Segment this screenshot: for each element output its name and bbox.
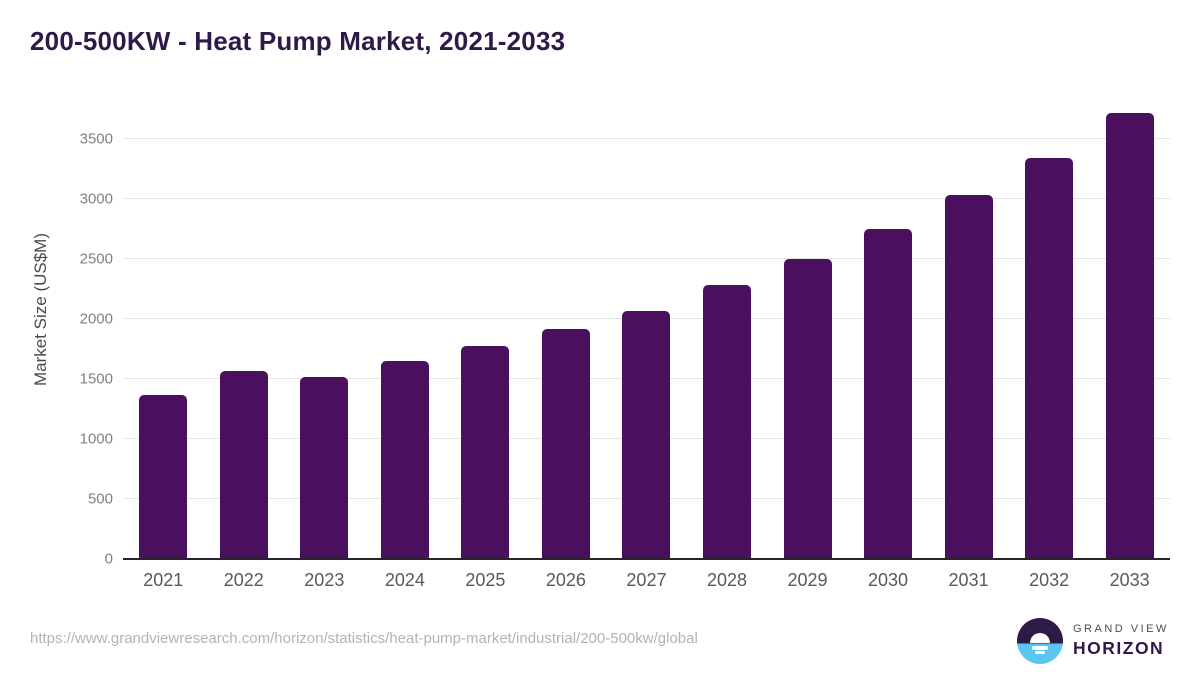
bar-slot-2025: [445, 95, 526, 559]
bar-slot-2031: [928, 95, 1009, 559]
bar-2026[interactable]: [541, 329, 590, 559]
logo-text: GRAND VIEW HORIZON: [1073, 623, 1169, 659]
bar-2027[interactable]: [622, 310, 671, 559]
ripple-icon: [1035, 651, 1045, 655]
x-tick-label-2030: 2030: [868, 570, 909, 590]
x-tick-label-2025: 2025: [465, 570, 506, 590]
x-tick-label-2031: 2031: [948, 570, 989, 590]
bar-slot-2029: [767, 95, 848, 559]
x-tick-label-2021: 2021: [143, 570, 184, 590]
ripple-icon: [1032, 646, 1048, 650]
x-axis-line: [123, 558, 1170, 560]
x-tick-label-2027: 2027: [626, 570, 667, 590]
page-title: 200-500KW - Heat Pump Market, 2021-2033: [30, 26, 566, 56]
x-tick-label-2022: 2022: [223, 570, 264, 590]
bar-2021[interactable]: [139, 394, 188, 559]
x-tick-label-2028: 2028: [706, 570, 747, 590]
grand-view-horizon-logo: GRAND VIEW HORIZON: [1017, 618, 1169, 664]
logo-product-name: HORIZON: [1073, 638, 1165, 658]
y-tick-label-1000: 1000: [79, 430, 113, 448]
x-tick-label-2032: 2032: [1029, 570, 1070, 590]
gridline-2500: [123, 258, 1170, 259]
y-tick-label-3500: 3500: [79, 130, 113, 148]
bar-2023[interactable]: [300, 376, 349, 559]
bar-series: [123, 95, 1170, 559]
bar-2028[interactable]: [702, 284, 751, 559]
bar-slot-2026: [526, 95, 607, 559]
y-tick-label-3000: 3000: [79, 190, 113, 208]
bar-slot-2033: [1089, 95, 1170, 559]
bar-2022[interactable]: [219, 371, 268, 559]
bar-2024[interactable]: [380, 361, 429, 559]
logo-brand-name: GRAND VIEW: [1073, 623, 1169, 635]
y-tick-label-2500: 2500: [79, 250, 113, 268]
bar-2033[interactable]: [1105, 112, 1154, 559]
x-tick-label-2024: 2024: [384, 570, 425, 590]
horizon-sun-icon: [1017, 618, 1063, 664]
gridline-3000: [123, 198, 1170, 199]
bar-slot-2027: [606, 95, 687, 559]
source-url: https://www.grandviewresearch.com/horizo…: [30, 630, 698, 647]
bar-2029[interactable]: [783, 259, 832, 559]
bar-slot-2024: [365, 95, 446, 559]
sun-icon: [1030, 633, 1050, 644]
bar-chart-plot-area: [123, 95, 1170, 560]
x-tick-label-2023: 2023: [304, 570, 345, 590]
y-tick-label-500: 500: [87, 490, 113, 508]
y-tick-label-2000: 2000: [79, 310, 113, 328]
y-axis: 0 500 1000 1500 2000 2500 3000 3500: [38, 95, 113, 568]
bar-slot-2021: [123, 95, 204, 559]
bar-2030[interactable]: [864, 229, 913, 559]
bar-slot-2023: [284, 95, 365, 559]
x-tick-label-2026: 2026: [545, 570, 586, 590]
x-axis-labels: 2021 2022 2023 2024 2025 2026 2027 2028 2029 2030…: [123, 570, 1170, 591]
bar-2031[interactable]: [944, 195, 993, 559]
bar-2025[interactable]: [461, 346, 510, 559]
gridline-3500: [123, 138, 1170, 139]
bar-slot-2032: [1009, 95, 1090, 559]
y-tick-label-1500: 1500: [79, 370, 113, 388]
bar-2032[interactable]: [1025, 158, 1074, 559]
x-tick-label-2029: 2029: [787, 570, 828, 590]
y-tick-label-0: 0: [104, 550, 113, 568]
x-tick-label-2033: 2033: [1109, 570, 1150, 590]
bar-slot-2028: [687, 95, 768, 559]
bar-slot-2022: [204, 95, 285, 559]
bar-slot-2030: [848, 95, 929, 559]
